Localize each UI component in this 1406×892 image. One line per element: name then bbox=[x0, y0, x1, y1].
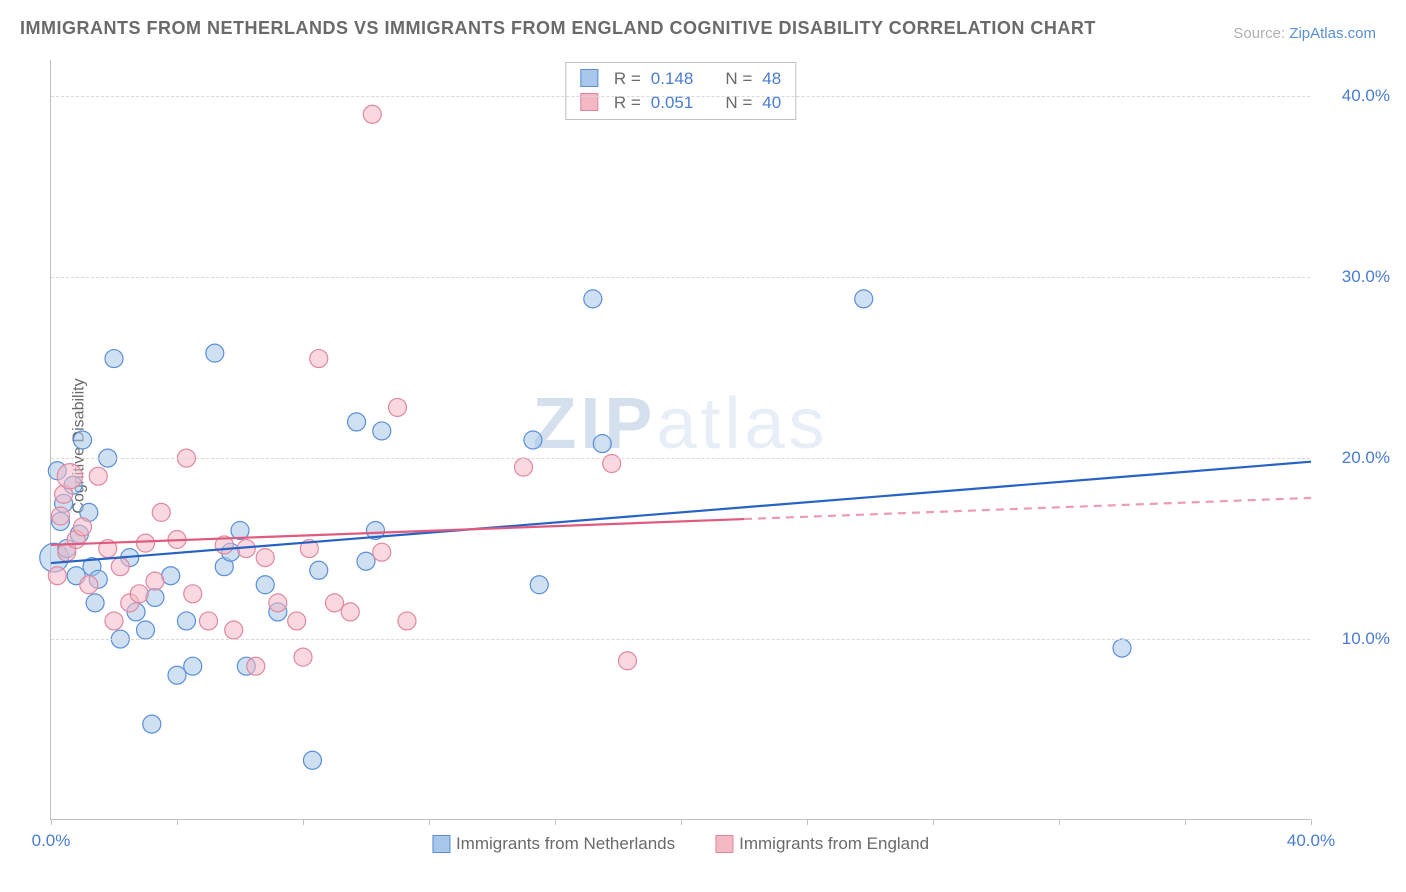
data-point bbox=[146, 588, 164, 606]
data-point bbox=[184, 657, 202, 675]
gridline bbox=[51, 458, 1310, 459]
legend-swatch bbox=[580, 69, 598, 87]
data-point bbox=[530, 576, 548, 594]
series-name: Immigrants from England bbox=[739, 834, 929, 853]
data-point bbox=[303, 751, 321, 769]
legend-swatch bbox=[715, 835, 733, 853]
x-tick-mark bbox=[681, 819, 682, 825]
data-point bbox=[146, 572, 164, 590]
data-point bbox=[200, 612, 218, 630]
x-tick-mark bbox=[177, 819, 178, 825]
gridline bbox=[51, 277, 1310, 278]
correlation-legend-row: R = 0.051N = 40 bbox=[580, 91, 781, 115]
data-point bbox=[1113, 639, 1131, 657]
series-name: Immigrants from Netherlands bbox=[456, 834, 675, 853]
data-point bbox=[363, 105, 381, 123]
series-legend-item: Immigrants from England bbox=[715, 834, 929, 854]
x-tick-mark bbox=[807, 819, 808, 825]
n-label: N = bbox=[725, 69, 752, 89]
data-point bbox=[130, 585, 148, 603]
data-point bbox=[341, 603, 359, 621]
data-point bbox=[269, 594, 287, 612]
data-point bbox=[256, 576, 274, 594]
data-point bbox=[105, 612, 123, 630]
y-tick-label: 10.0% bbox=[1320, 629, 1390, 649]
x-tick-label: 40.0% bbox=[1287, 831, 1335, 851]
data-point bbox=[111, 558, 129, 576]
data-point bbox=[105, 350, 123, 368]
data-point bbox=[247, 657, 265, 675]
legend-swatch bbox=[432, 835, 450, 853]
data-point bbox=[152, 503, 170, 521]
plot-svg bbox=[51, 60, 1310, 819]
data-point bbox=[48, 567, 66, 585]
data-point bbox=[310, 561, 328, 579]
n-value: 48 bbox=[762, 69, 781, 89]
source-prefix: Source: bbox=[1233, 25, 1289, 42]
data-point bbox=[398, 612, 416, 630]
data-point bbox=[177, 612, 195, 630]
x-tick-mark bbox=[429, 819, 430, 825]
y-tick-label: 20.0% bbox=[1320, 448, 1390, 468]
r-label: R = bbox=[614, 69, 641, 89]
data-point bbox=[389, 398, 407, 416]
data-point bbox=[618, 652, 636, 670]
data-point bbox=[256, 549, 274, 567]
chart-title: IMMIGRANTS FROM NETHERLANDS VS IMMIGRANT… bbox=[20, 18, 1096, 39]
x-tick-label: 0.0% bbox=[32, 831, 71, 851]
gridline bbox=[51, 639, 1310, 640]
regression-line bbox=[51, 462, 1311, 563]
source-link[interactable]: ZipAtlas.com bbox=[1289, 25, 1376, 42]
series-legend: Immigrants from Netherlands Immigrants fr… bbox=[432, 834, 929, 854]
data-point bbox=[326, 594, 344, 612]
data-point bbox=[86, 594, 104, 612]
x-tick-mark bbox=[555, 819, 556, 825]
data-point bbox=[89, 467, 107, 485]
x-tick-mark bbox=[303, 819, 304, 825]
data-point bbox=[524, 431, 542, 449]
data-point bbox=[51, 507, 69, 525]
data-point bbox=[515, 458, 533, 476]
x-tick-mark bbox=[1185, 819, 1186, 825]
data-point bbox=[373, 422, 391, 440]
data-point bbox=[294, 648, 312, 666]
data-point bbox=[184, 585, 202, 603]
x-tick-mark bbox=[1311, 819, 1312, 825]
correlation-legend-row: R = 0.148 N = 48 bbox=[580, 67, 781, 91]
data-point bbox=[168, 666, 186, 684]
data-point bbox=[137, 621, 155, 639]
data-point bbox=[74, 431, 92, 449]
correlation-legend: R = 0.148 N = 48R = 0.051N = 40 bbox=[565, 62, 796, 120]
data-point bbox=[855, 290, 873, 308]
y-tick-label: 30.0% bbox=[1320, 267, 1390, 287]
data-point bbox=[57, 464, 82, 489]
data-point bbox=[80, 576, 98, 594]
x-tick-mark bbox=[51, 819, 52, 825]
data-point bbox=[357, 552, 375, 570]
x-tick-mark bbox=[933, 819, 934, 825]
data-point bbox=[584, 290, 602, 308]
data-point bbox=[225, 621, 243, 639]
plot-area: ZIPatlas R = 0.148N = 48R = 0.051N = 40 … bbox=[50, 60, 1310, 820]
gridline bbox=[51, 96, 1310, 97]
x-tick-mark bbox=[1059, 819, 1060, 825]
data-point bbox=[288, 612, 306, 630]
r-value: 0.148 bbox=[651, 69, 694, 89]
data-point bbox=[206, 344, 224, 362]
data-point bbox=[348, 413, 366, 431]
y-tick-label: 40.0% bbox=[1320, 86, 1390, 106]
source-attribution: Source: ZipAtlas.com bbox=[1233, 25, 1376, 42]
data-point bbox=[74, 518, 92, 536]
series-legend-item: Immigrants from Netherlands bbox=[432, 834, 675, 854]
regression-line bbox=[51, 519, 744, 545]
data-point bbox=[373, 543, 391, 561]
data-point bbox=[593, 435, 611, 453]
data-point bbox=[137, 534, 155, 552]
data-point bbox=[310, 350, 328, 368]
data-point bbox=[143, 715, 161, 733]
